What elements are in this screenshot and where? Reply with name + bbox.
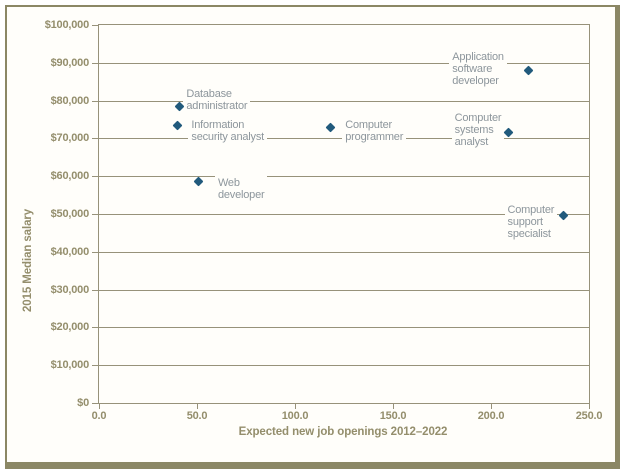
y-tick-label: $100,000 bbox=[44, 19, 89, 31]
x-tick-label: 250.0 bbox=[575, 410, 603, 422]
y-tick-mark bbox=[92, 176, 98, 178]
data-point-marker bbox=[172, 120, 183, 131]
y-tick-label: $70,000 bbox=[50, 132, 90, 145]
y-tick-mark bbox=[92, 214, 98, 215]
x-tick-label: 150.0 bbox=[379, 410, 407, 422]
y-gridline bbox=[99, 214, 589, 215]
y-tick-mark bbox=[92, 403, 98, 404]
y-tick-mark bbox=[92, 25, 98, 26]
y-tick-label: $50,000 bbox=[50, 208, 90, 220]
y-tick-mark bbox=[92, 62, 98, 64]
y-tick-mark bbox=[92, 365, 98, 367]
data-point-label: Application software developer bbox=[449, 50, 507, 89]
x-tick-mark bbox=[99, 404, 100, 409]
data-point-marker bbox=[194, 176, 204, 187]
y-tick-label: $90,000 bbox=[50, 56, 90, 69]
y-tick-mark bbox=[92, 251, 98, 253]
x-tick-label: 50.0 bbox=[186, 410, 208, 422]
y-gridline bbox=[99, 327, 589, 329]
data-point-label: Information security analyst bbox=[188, 118, 267, 145]
y-gridline bbox=[99, 100, 589, 102]
data-point-marker bbox=[523, 65, 534, 76]
y-gridline bbox=[99, 62, 589, 64]
y-tick-mark bbox=[92, 100, 98, 102]
y-tick-mark bbox=[92, 289, 98, 291]
y-tick-mark bbox=[92, 138, 98, 140]
y-tick-mark bbox=[92, 327, 98, 329]
x-tick-label: 200.0 bbox=[477, 410, 505, 422]
y-axis-title: 2015 Median salary bbox=[22, 208, 34, 312]
data-point-label: Computer support specialist bbox=[504, 202, 558, 241]
y-tick-label: $30,000 bbox=[50, 283, 90, 296]
scatter-plot-area: $0 $10,000 $20,000 $30,000 $40,000 $50,000 $60… bbox=[45, 19, 603, 422]
x-tick-mark bbox=[589, 404, 590, 409]
data-point-label: Computer programmer bbox=[342, 118, 407, 145]
x-tick-mark bbox=[295, 404, 296, 409]
y-tick-label: $20,000 bbox=[50, 321, 90, 334]
y-gridline bbox=[99, 251, 589, 253]
y-tick-label: $0 bbox=[77, 397, 89, 409]
y-gridline bbox=[99, 365, 589, 367]
x-tick-label: 100.0 bbox=[281, 410, 309, 422]
y-tick-label: $40,000 bbox=[50, 245, 90, 258]
y-gridline bbox=[99, 176, 589, 178]
x-axis-title: Expected new job openings 2012–2022 bbox=[238, 426, 448, 438]
x-tick-mark bbox=[197, 404, 198, 409]
data-point-label: Database administrator bbox=[183, 87, 251, 114]
y-gridline bbox=[99, 289, 589, 291]
data-point-label: Computer systems analyst bbox=[451, 110, 505, 149]
x-tick-mark bbox=[491, 404, 492, 409]
x-tick-label: 0.0 bbox=[91, 410, 107, 422]
y-tick-label: $60,000 bbox=[50, 170, 90, 183]
data-point-marker bbox=[558, 210, 569, 221]
y-tick-label: $80,000 bbox=[50, 94, 90, 107]
y-tick-label: $10,000 bbox=[50, 359, 90, 372]
data-point-label: Web developer bbox=[214, 175, 268, 202]
data-point-marker bbox=[325, 122, 336, 132]
data-point-marker bbox=[503, 127, 514, 138]
x-tick-mark bbox=[393, 404, 394, 409]
